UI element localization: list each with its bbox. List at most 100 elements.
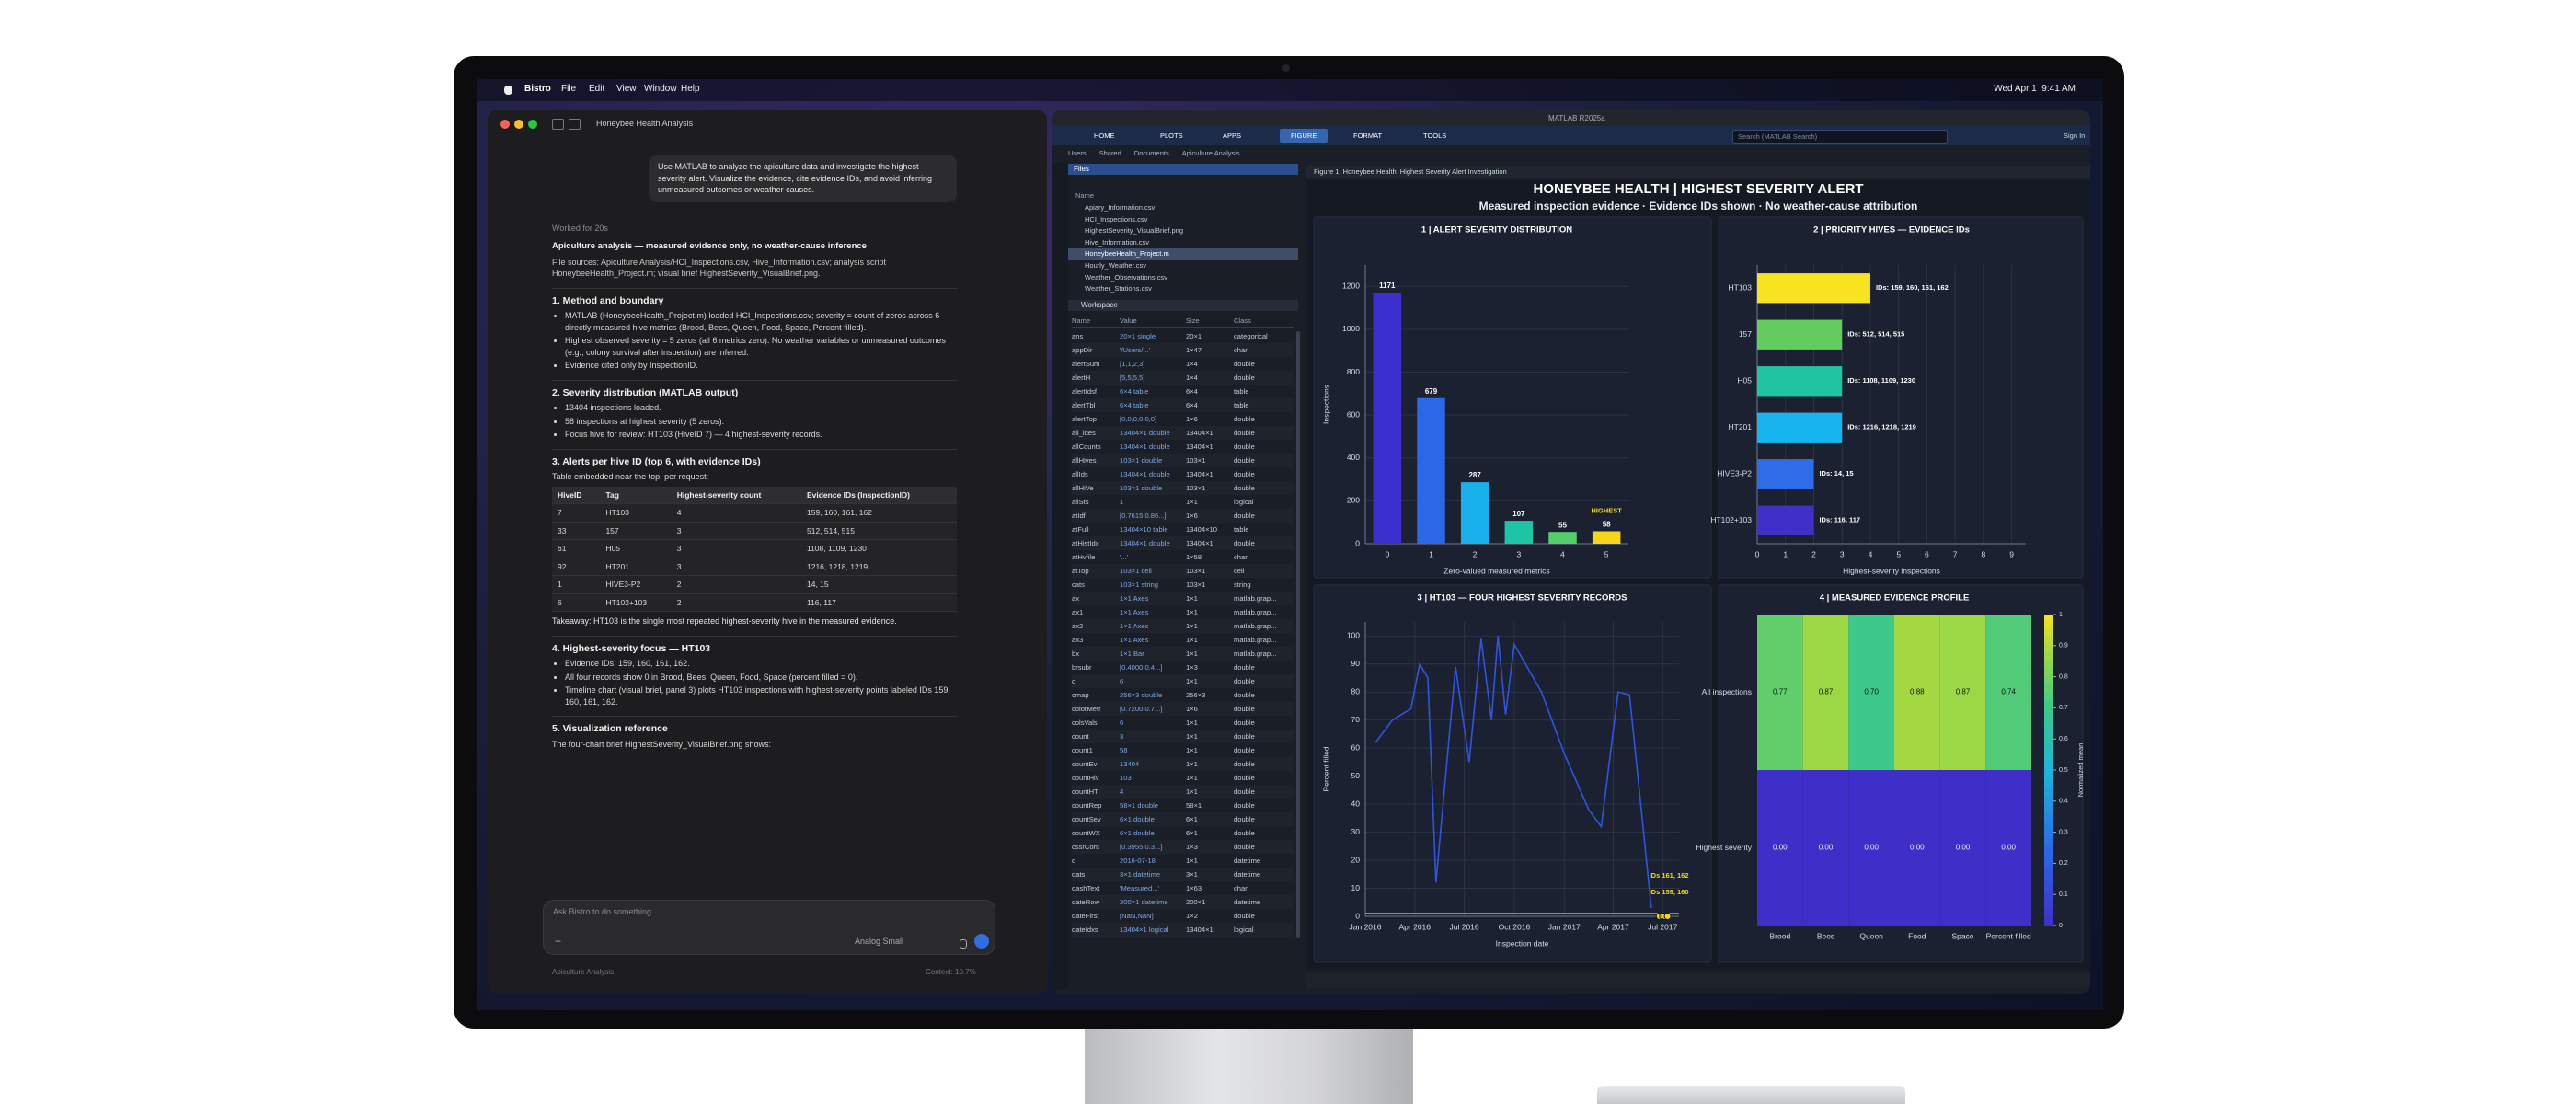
workspace-row: c 6 1×1 double (1072, 674, 1294, 688)
toolstrip-tab[interactable]: HOME (1094, 132, 1115, 140)
apple-menu[interactable] (504, 86, 512, 95)
menu-item[interactable]: Help (681, 84, 700, 94)
sign-in[interactable]: Sign In (2064, 132, 2086, 140)
workspace-cell: 103×1 double (1120, 456, 1163, 465)
toolstrip-tab[interactable]: FORMAT (1353, 132, 1383, 140)
file-item[interactable]: Hive_Information.csv (1085, 237, 1150, 247)
workspace-row: dateFirst [NaN,NaN] 1×2 double (1072, 909, 1294, 923)
menu-item[interactable]: Window (644, 84, 677, 94)
workspace-cell: 256×3 (1186, 691, 1206, 699)
add-button[interactable]: + (555, 935, 562, 948)
zoom-button[interactable] (528, 120, 537, 129)
close-button[interactable] (500, 120, 510, 129)
workspace-cell: 103×1 (1186, 581, 1206, 589)
new-chat-button[interactable] (569, 119, 581, 130)
heatmap-cell (1894, 770, 1940, 926)
workspace-cell: char (1234, 553, 1248, 561)
column-header: Highest-severity count (671, 486, 801, 504)
app-menu[interactable]: Bistro (524, 84, 551, 94)
y-tick-label: 20 (1351, 855, 1361, 864)
composer[interactable]: Ask Bistro to do something + Analog Smal… (543, 900, 995, 955)
minimize-button[interactable] (514, 120, 523, 129)
bullet: Evidence IDs: 159, 160, 161, 162. (565, 658, 957, 670)
search-box[interactable]: Search (MATLAB Search) (1732, 130, 1948, 144)
table-cell: 512, 514, 515 (800, 522, 957, 540)
figure-toolbar (1306, 973, 2090, 988)
menu-item[interactable]: Edit (589, 84, 605, 94)
file-item[interactable]: HoneybeeHealth_Project.m (1068, 248, 1298, 260)
toolstrip-tab[interactable]: FIGURE (1280, 129, 1328, 143)
table-cell: 3 (671, 539, 801, 558)
scrollbar (1296, 331, 1300, 938)
file-item[interactable]: HighestSeverity_VisualBrief.png (1085, 226, 1184, 236)
sidebar-toggle[interactable] (552, 119, 564, 130)
chart-panel (1313, 584, 1712, 963)
bullet: Highest observed severity = 5 zeros (all… (565, 335, 957, 358)
workspace-cell: double (1234, 801, 1255, 810)
y-axis-label: Percent filled (1321, 746, 1330, 791)
workspace-row: atHvfile '...' 1×58 char (1072, 550, 1294, 564)
workspace-row: cmap 256×3 double 256×3 double (1072, 688, 1294, 702)
mic-button[interactable] (960, 939, 967, 949)
workspace-row: countEv 13404 1×1 double (1072, 757, 1294, 771)
table-cell: 7 (552, 503, 601, 523)
menu-item[interactable]: View (616, 84, 637, 94)
path-segment[interactable]: Shared (1098, 149, 1121, 157)
workspace-cell: 1×1 (1186, 788, 1198, 796)
x-tick-label: 8 (1982, 549, 1986, 558)
colorbar-tick-label: 0.5 (2059, 767, 2068, 774)
workspace-cell: 103×1 double (1120, 484, 1163, 492)
row-label: Highest severity (1696, 843, 1753, 852)
colorbar-tick-label: 0.3 (2059, 829, 2068, 835)
workspace-cell: alertSum (1072, 360, 1100, 368)
heatmap-cell (1985, 615, 2031, 770)
menu-item[interactable]: File (561, 84, 577, 94)
table-cell: 3 (671, 522, 801, 540)
workspace-cell: 1×1 Axes (1120, 636, 1149, 644)
path-segment[interactable]: Users (1068, 149, 1087, 157)
workspace-cell: double (1234, 429, 1255, 437)
workspace-row: dashText 'Measured...' 1×63 char (1072, 881, 1294, 895)
toolstrip-tab[interactable]: APPS (1223, 132, 1242, 140)
table-cell: HIVE3-P2 (600, 575, 672, 594)
toolstrip-tab[interactable]: TOOLS (1423, 132, 1447, 140)
title-bar (1052, 110, 2090, 126)
toolstrip-tab[interactable]: PLOTS (1160, 132, 1183, 140)
table-cell: HT201 (600, 558, 672, 576)
workspace-cell: char (1234, 346, 1248, 354)
workspace-row: all_ides 13404×1 double 13404×1 double (1072, 426, 1294, 440)
workspace-cell: double (1234, 705, 1255, 713)
figure-tab[interactable]: Figure 1: Honeybee Health: Highest Sever… (1306, 166, 2090, 178)
file-item[interactable]: Apiary_Information.csv (1085, 203, 1156, 212)
footer-project: Apiculture Analysis (552, 968, 615, 976)
table-cell: 92 (552, 558, 601, 576)
file-item[interactable]: Hourly_Weather.csv (1085, 260, 1146, 270)
bar (1757, 319, 1843, 350)
response: Apiculture analysis — measured evidence … (552, 241, 957, 885)
files-header: Files (1068, 164, 1298, 175)
cell-label: 0.00 (1956, 844, 1971, 852)
files-column: Name (1075, 191, 1095, 200)
chart-panel (1313, 216, 1712, 579)
workspace-cell: double (1234, 815, 1255, 823)
table-cell: HT102+103 (600, 593, 672, 612)
y-tick-label: 1000 (1342, 324, 1360, 333)
bar (1373, 293, 1402, 544)
workspace-cell: alertH (1072, 374, 1091, 382)
workspace-cell: 13404×1 (1186, 926, 1213, 934)
file-item[interactable]: Weather_Observations.csv (1085, 272, 1167, 282)
workspace-cell: 1×1 (1186, 732, 1198, 741)
y-tick-label: H05 (1737, 376, 1752, 385)
figure-subtitle: Measured inspection evidence · Evidence … (1479, 200, 1918, 213)
path-segment[interactable]: Apiculture Analysis (1181, 149, 1240, 157)
path-segment[interactable]: Documents (1133, 149, 1169, 157)
workspace-cell: table (1234, 401, 1249, 409)
file-item[interactable]: HCI_Inspections.csv (1085, 214, 1148, 224)
y-tick-label: 80 (1351, 686, 1361, 696)
workspace-cell: double (1234, 760, 1255, 768)
workspace-column: Value (1120, 316, 1137, 325)
model-picker[interactable]: Analog Small (855, 937, 904, 946)
workspace-cell: count (1072, 732, 1089, 741)
file-item[interactable]: Weather_Stations.csv (1085, 284, 1152, 293)
send-button[interactable] (974, 934, 989, 949)
